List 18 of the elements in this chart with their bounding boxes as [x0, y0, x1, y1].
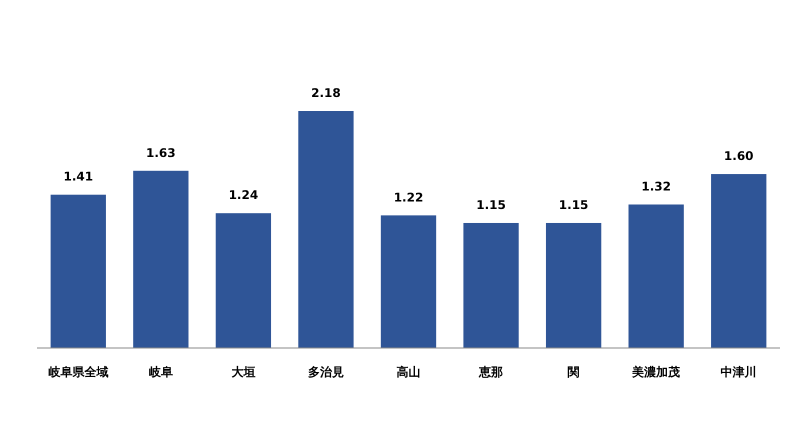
x-tick-label: 美濃加茂 — [631, 365, 680, 379]
data-label: 1.22 — [394, 190, 424, 204]
x-tick-label: 岐阜 — [148, 365, 173, 379]
x-tick-label: 大垣 — [231, 365, 256, 379]
data-label: 1.15 — [558, 198, 588, 212]
data-label: 2.18 — [311, 86, 341, 100]
data-label: 1.15 — [476, 198, 506, 212]
data-label: 1.41 — [63, 170, 94, 184]
data-label: 1.24 — [228, 188, 258, 202]
x-tick-label: 岐阜県全域 — [48, 365, 108, 379]
x-tick-label: 中津川 — [720, 365, 757, 379]
x-tick-label: 恵那 — [478, 365, 504, 379]
x-tick-label: 高山 — [396, 365, 420, 379]
data-label: 1.63 — [146, 146, 176, 160]
x-tick-label: 多治見 — [308, 365, 344, 379]
data-label: 1.32 — [641, 179, 671, 194]
data-label: 1.60 — [724, 149, 754, 164]
x-tick-label: 関 — [568, 365, 580, 379]
